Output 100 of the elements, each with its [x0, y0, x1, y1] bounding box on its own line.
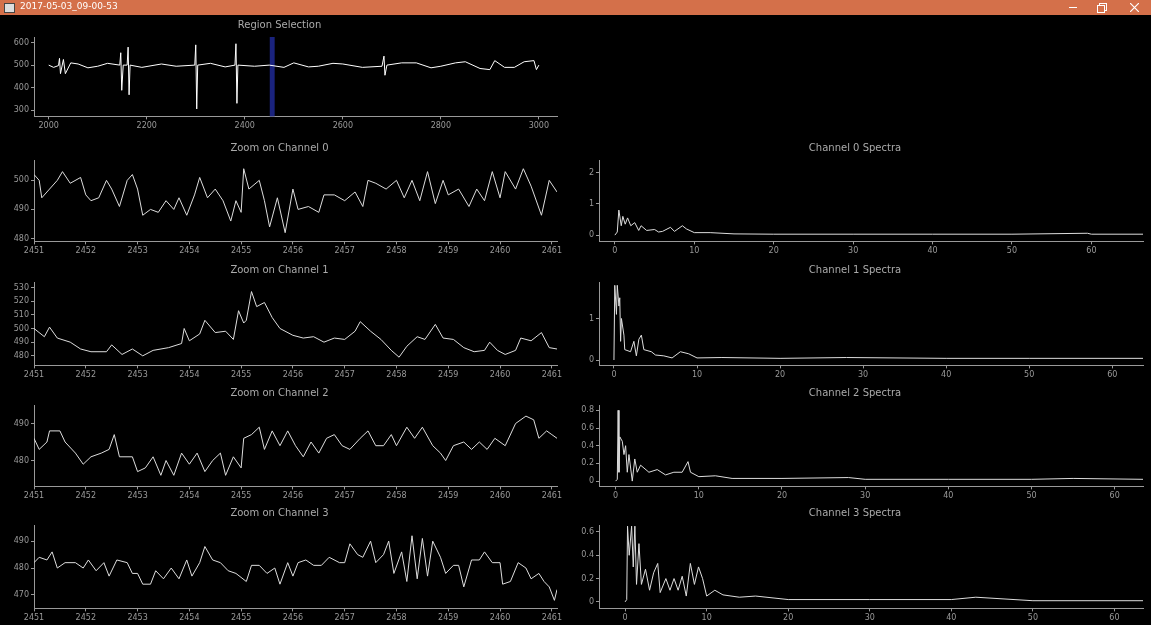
x-tick-label: 50	[1006, 246, 1018, 256]
x-tick-label: 2461	[541, 613, 562, 623]
y-tick-label: 0.8	[581, 405, 594, 415]
x-tick-label: 10	[691, 370, 703, 380]
x-tick-label: 2452	[75, 491, 96, 501]
x-tick-label: 20	[783, 613, 794, 623]
x-tick-label: 30	[860, 491, 871, 501]
x-tick-label: 20	[774, 370, 786, 380]
y-tick-label: 2	[588, 167, 594, 177]
x-tick-label: 2454	[179, 613, 200, 623]
x-tick-label: 2456	[282, 613, 304, 623]
x-tick-label: 2451	[23, 246, 45, 256]
x-tick-label: 2453	[127, 370, 148, 380]
y-tick-label: 500	[13, 175, 29, 185]
x-tick-label: 0	[622, 613, 628, 623]
x-tick-label: 2200	[136, 121, 157, 131]
y-tick-label: 0	[588, 230, 594, 240]
y-tick-label: 530	[13, 282, 29, 292]
y-tick-label: 490	[13, 204, 29, 214]
x-tick-label: 30	[848, 246, 859, 256]
y-tick-label: 480	[13, 350, 29, 360]
x-tick-label: 2800	[430, 121, 452, 131]
x-tick-label: 2000	[38, 121, 59, 131]
x-tick-label: 50	[1026, 491, 1037, 501]
x-tick-label: 2459	[438, 491, 459, 501]
x-tick-label: 2453	[127, 613, 148, 623]
x-tick-label: 2460	[489, 613, 511, 623]
x-tick-label: 0	[612, 246, 618, 256]
x-tick-label: 2452	[75, 613, 96, 623]
chart-title: Channel 0 Spectra	[808, 141, 902, 153]
chart-title: Region Selection	[237, 18, 322, 30]
y-tick-label: 0.4	[581, 550, 594, 560]
x-tick-label: 2457	[334, 613, 355, 623]
chart-title: Zoom on Channel 2	[230, 386, 329, 398]
y-tick-label: 510	[13, 309, 29, 319]
x-tick-label: 2460	[489, 246, 511, 256]
y-tick-label: 1	[588, 313, 594, 323]
y-tick-label: 500	[13, 323, 29, 333]
x-tick-label: 2458	[386, 491, 407, 501]
x-tick-label: 2600	[332, 121, 353, 131]
x-tick-label: 60	[1107, 370, 1118, 380]
chart-title: Channel 1 Spectra	[808, 263, 902, 275]
y-tick-label: 600	[13, 37, 29, 47]
chart-title: Zoom on Channel 0	[230, 141, 329, 153]
x-tick-label: 60	[1109, 613, 1120, 623]
x-tick-label: 2451	[23, 370, 45, 380]
x-tick-label: 2453	[127, 246, 148, 256]
x-tick-label: 2461	[541, 370, 562, 380]
y-tick-label: 1	[588, 198, 594, 208]
y-tick-label: 470	[13, 590, 29, 600]
x-tick-label: 2458	[386, 370, 407, 380]
y-tick-label: 0.6	[581, 527, 594, 537]
x-tick-label: 40	[927, 246, 938, 256]
x-tick-label: 2452	[75, 370, 96, 380]
x-tick-label: 50	[1027, 613, 1038, 623]
x-tick-label: 20	[776, 491, 788, 501]
x-tick-label: 2460	[489, 370, 511, 380]
x-tick-label: 2455	[230, 370, 252, 380]
x-tick-label: 20	[768, 246, 779, 256]
y-tick-label: 490	[13, 418, 29, 428]
x-tick-label: 2458	[386, 613, 407, 623]
chart-title: Channel 3 Spectra	[808, 506, 902, 518]
x-tick-label: 0	[611, 370, 617, 380]
y-tick-label: 0	[588, 596, 594, 606]
text: 2017-05-03_09-00-53	[20, 1, 118, 11]
y-tick-label: 480	[13, 233, 29, 243]
x-tick-label: 2400	[234, 121, 255, 131]
y-tick-label: 490	[13, 536, 29, 546]
y-tick-label: 0.6	[581, 423, 594, 433]
y-tick-label: 400	[13, 82, 29, 92]
x-tick-label: 2461	[541, 246, 562, 256]
x-tick-label: 2452	[75, 246, 96, 256]
x-tick-label: 2459	[438, 246, 459, 256]
y-tick-label: 500	[13, 60, 29, 70]
x-tick-label: 60	[1109, 491, 1120, 501]
x-tick-label: 2451	[23, 613, 45, 623]
x-tick-label: 2456	[282, 370, 304, 380]
y-tick-label: 490	[13, 337, 29, 347]
x-tick-label: 2454	[179, 246, 200, 256]
x-tick-label: 30	[858, 370, 869, 380]
y-tick-label: 300	[13, 105, 29, 115]
chart-title: Zoom on Channel 1	[230, 263, 329, 275]
x-tick-label: 2457	[334, 246, 355, 256]
x-tick-label: 30	[864, 613, 875, 623]
x-tick-label: 2454	[179, 491, 200, 501]
x-tick-label: 2454	[179, 370, 200, 380]
x-tick-label: 2457	[334, 370, 355, 380]
x-tick-label: 2456	[282, 491, 304, 501]
chart-title: Zoom on Channel 3	[230, 506, 329, 518]
x-tick-label: 2460	[489, 491, 511, 501]
x-tick-label: 40	[941, 370, 952, 380]
x-tick-label: 2451	[23, 491, 45, 501]
x-tick-label: 2459	[438, 613, 459, 623]
x-tick-label: 3000	[528, 121, 550, 131]
x-tick-label: 2457	[334, 491, 355, 501]
x-tick-label: 10	[693, 491, 704, 501]
y-tick-label: 0.4	[581, 440, 594, 450]
y-tick-label: 520	[13, 296, 29, 306]
x-tick-label: 40	[946, 613, 957, 623]
y-tick-label: 0.2	[581, 573, 594, 583]
